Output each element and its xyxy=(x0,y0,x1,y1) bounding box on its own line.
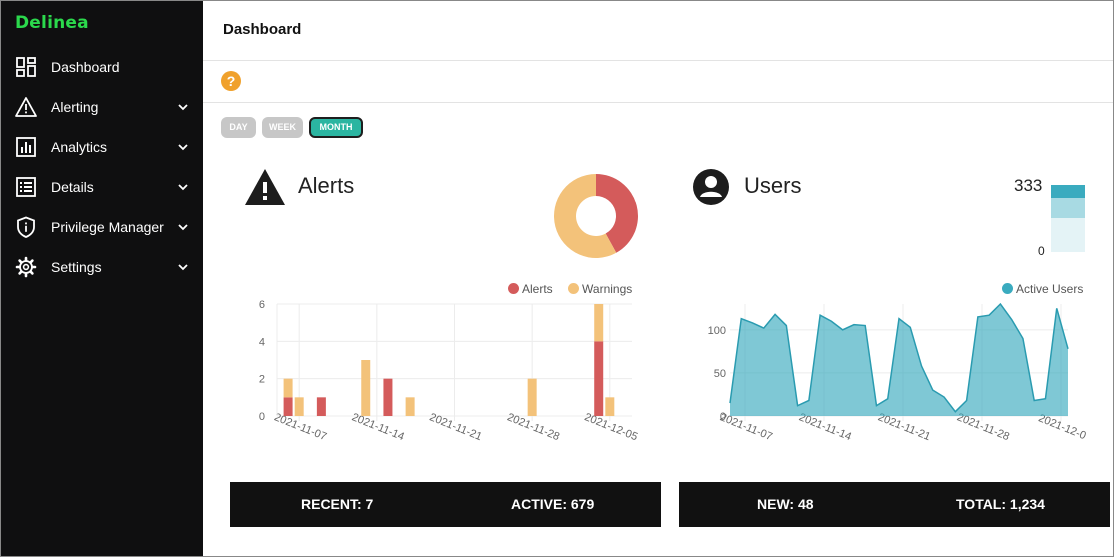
help-icon[interactable]: ? xyxy=(221,71,241,91)
user-circle-icon xyxy=(693,169,729,205)
sidebar-item-dashboard[interactable]: Dashboard xyxy=(1,47,203,87)
recent-count: RECENT: 7 xyxy=(301,496,374,512)
bar-warnings xyxy=(361,360,371,416)
alerts-stats-bar: RECENT: 7 ACTIVE: 679 xyxy=(230,482,661,527)
bar-warnings xyxy=(605,397,615,416)
dashboard-icon xyxy=(16,57,36,77)
legend-item-active-users[interactable]: Active Users xyxy=(1002,282,1083,296)
sidebar-item-label: Details xyxy=(51,179,94,195)
donut-slice-warnings xyxy=(554,174,617,258)
shield-info-icon xyxy=(17,216,35,238)
users-scale-band-low xyxy=(1051,218,1085,252)
total-users-count: TOTAL: 1,234 xyxy=(956,496,1045,512)
sidebar-item-label: Dashboard xyxy=(51,59,120,75)
y-tick-label: 0 xyxy=(259,411,265,423)
range-day-button[interactable]: DAY xyxy=(221,117,256,138)
y-tick-label: 100 xyxy=(708,325,726,337)
x-tick-label: 2021-12-0 xyxy=(1037,412,1088,442)
alerts-donut-chart xyxy=(554,174,638,258)
area-fill-active-users xyxy=(730,304,1068,416)
alerts-legend: Alerts Warnings xyxy=(508,282,632,296)
help-row: ? xyxy=(203,61,1113,103)
users-scale-max: 333 xyxy=(1014,176,1043,195)
legend-item-warnings[interactable]: Warnings xyxy=(568,282,632,296)
sidebar-item-settings[interactable]: Settings xyxy=(1,247,203,287)
y-tick-label: 0 xyxy=(720,411,726,423)
chevron-down-icon xyxy=(178,184,188,191)
bar-alerts xyxy=(283,397,293,416)
logo: Delinea xyxy=(15,13,89,33)
sidebar-item-privilege-manager[interactable]: Privilege Manager xyxy=(1,207,203,247)
sidebar-item-label: Analytics xyxy=(51,139,108,155)
sidebar-item-details[interactable]: Details xyxy=(1,167,203,207)
list-icon xyxy=(16,177,36,197)
legend-item-alerts[interactable]: Alerts xyxy=(508,282,553,296)
warning-triangle-icon xyxy=(245,169,285,205)
legend-label: Alerts xyxy=(522,282,553,296)
sidebar-item-analytics[interactable]: Analytics xyxy=(1,127,203,167)
y-tick-label: 50 xyxy=(714,368,726,380)
sidebar-item-label: Privilege Manager xyxy=(51,219,164,235)
bar-warnings xyxy=(283,378,293,398)
range-week-button[interactable]: WEEK xyxy=(262,117,303,138)
legend-swatch xyxy=(508,283,519,294)
active-count: ACTIVE: 679 xyxy=(511,496,595,512)
y-tick-label: 4 xyxy=(259,336,265,348)
chevron-down-icon xyxy=(178,224,188,231)
sidebar: Delinea Dashboard Alerting Analytics xyxy=(1,1,203,556)
series-line-active-users xyxy=(729,302,1069,413)
legend-label: Active Users xyxy=(1016,282,1084,296)
bar-alerts xyxy=(316,397,326,416)
legend-label: Warnings xyxy=(582,282,633,296)
users-scale-band-high xyxy=(1051,185,1085,198)
users-scale-band-mid xyxy=(1051,198,1085,218)
bar-warnings xyxy=(405,397,415,416)
bar-warnings xyxy=(594,304,604,342)
bar-warnings xyxy=(527,378,537,416)
y-tick-label: 2 xyxy=(259,374,265,386)
main-content: Dashboard ? xyxy=(203,1,1113,556)
legend-swatch xyxy=(1002,283,1013,294)
users-stats-bar: NEW: 48 TOTAL: 1,234 xyxy=(679,482,1110,527)
sidebar-item-label: Settings xyxy=(51,259,102,275)
users-title: Users xyxy=(744,173,802,198)
chevron-down-icon xyxy=(178,264,188,271)
page-header: Dashboard xyxy=(203,1,1113,61)
legend-swatch xyxy=(568,283,580,294)
users-scale-min: 0 xyxy=(1038,244,1045,258)
bar-alerts xyxy=(383,378,393,416)
warning-triangle-icon xyxy=(15,97,37,117)
alerts-title: Alerts xyxy=(298,173,355,198)
bar-warnings xyxy=(294,397,304,416)
y-tick-label: 6 xyxy=(259,299,265,311)
sidebar-item-label: Alerting xyxy=(51,99,99,115)
chevron-down-icon xyxy=(178,144,188,151)
gear-icon xyxy=(15,256,37,278)
donut-slice-alerts xyxy=(596,174,638,253)
sidebar-item-alerting[interactable]: Alerting xyxy=(1,87,203,127)
bar-chart-icon xyxy=(16,137,36,157)
bar-alerts xyxy=(594,341,604,416)
page-title: Dashboard xyxy=(223,21,302,38)
range-month-button[interactable]: MONTH xyxy=(309,117,363,138)
new-users-count: NEW: 48 xyxy=(757,496,814,512)
users-legend: Active Users xyxy=(1002,282,1083,296)
chevron-down-icon xyxy=(178,104,188,111)
